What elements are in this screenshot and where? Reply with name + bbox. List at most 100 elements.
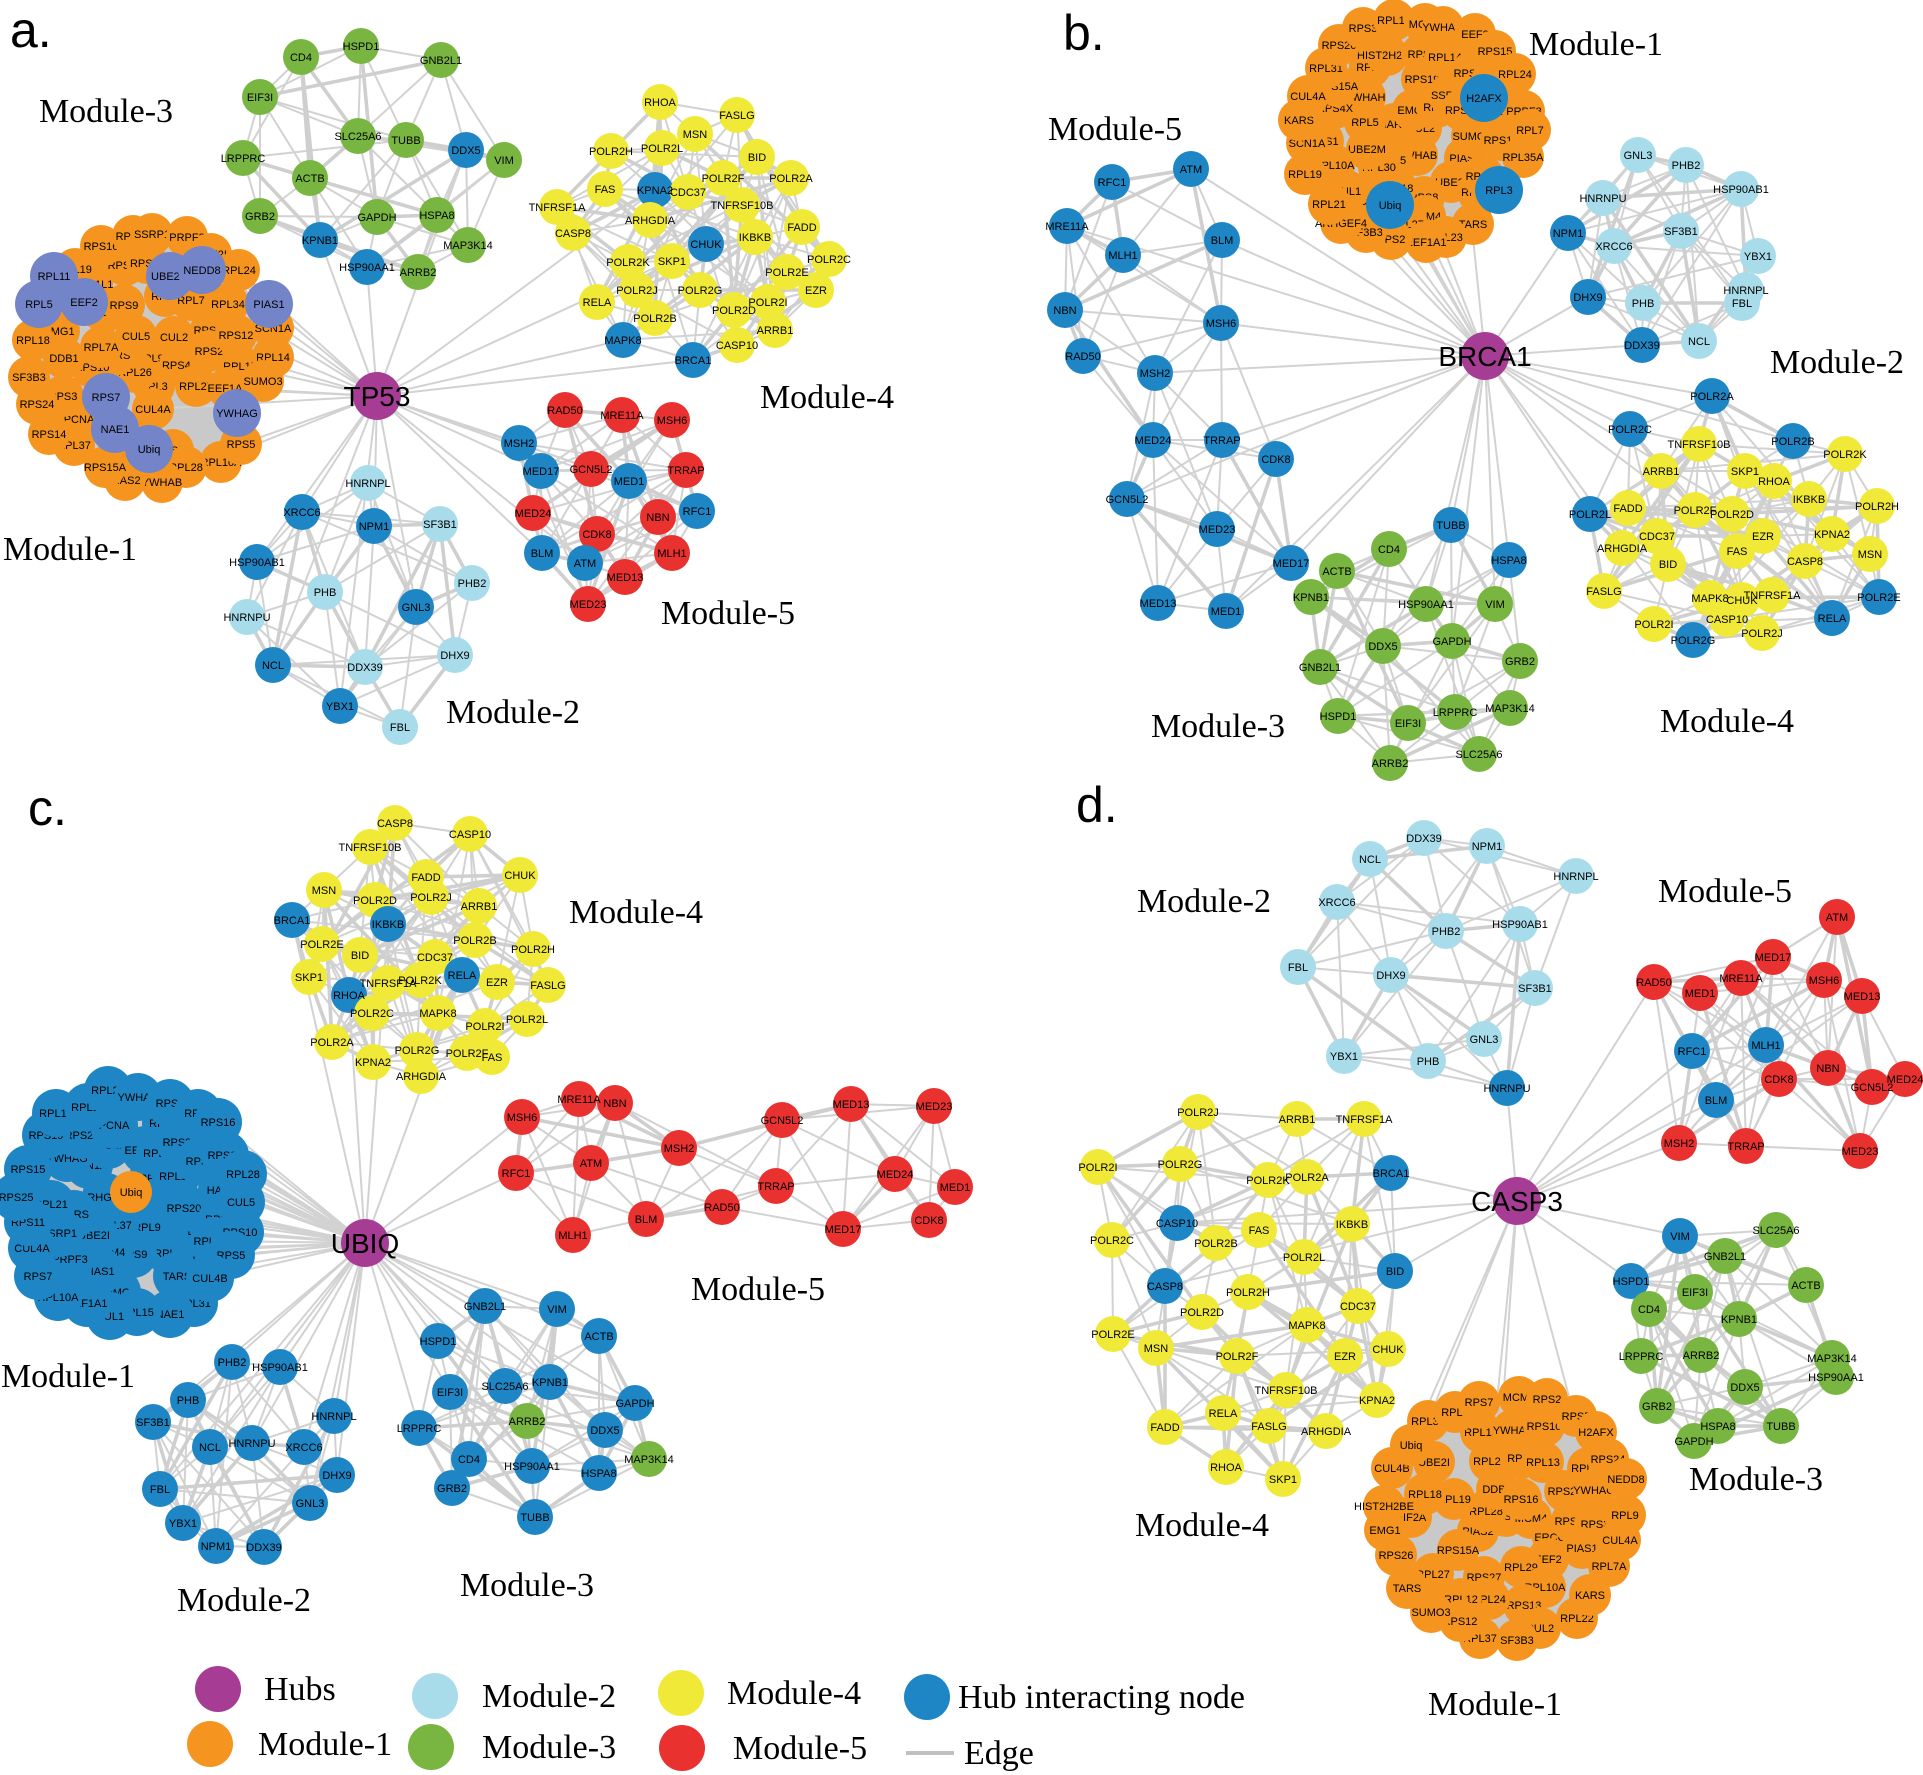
svg-text:FADD: FADD: [1150, 1422, 1179, 1434]
svg-text:HSPA8: HSPA8: [1700, 1421, 1735, 1433]
svg-text:Hub interacting node: Hub interacting node: [958, 1679, 1245, 1716]
svg-text:RPL24: RPL24: [222, 265, 256, 277]
svg-text:BLM: BLM: [531, 548, 554, 560]
svg-text:MAPK8: MAPK8: [1288, 1320, 1325, 1332]
svg-text:Hubs: Hubs: [264, 1671, 336, 1708]
svg-text:TUBB: TUBB: [391, 135, 420, 147]
svg-text:TARS: TARS: [163, 1271, 192, 1283]
svg-text:YWHAB: YWHAB: [1493, 1425, 1533, 1437]
svg-text:RPL19: RPL19: [1288, 169, 1322, 181]
svg-text:KPNB1: KPNB1: [1293, 592, 1329, 604]
svg-text:DHX9: DHX9: [322, 1470, 351, 1482]
svg-text:TP53: TP53: [344, 381, 411, 412]
svg-text:MRE11A: MRE11A: [600, 410, 644, 422]
svg-text:MED1: MED1: [1211, 606, 1242, 618]
svg-text:POLR2G: POLR2G: [1671, 635, 1716, 647]
svg-text:MSN: MSN: [1144, 1343, 1169, 1355]
svg-text:POLR2J: POLR2J: [616, 285, 658, 297]
svg-text:DHX9: DHX9: [1376, 970, 1405, 982]
svg-text:RELA: RELA: [583, 297, 612, 309]
svg-text:MED13: MED13: [1140, 598, 1177, 610]
svg-text:RPS3: RPS3: [1349, 23, 1378, 35]
svg-text:HSP90AA1: HSP90AA1: [504, 1461, 560, 1473]
svg-text:POLR2I: POLR2I: [465, 1021, 504, 1033]
svg-text:FASLG: FASLG: [1586, 586, 1621, 598]
svg-text:UBE2I: UBE2I: [1418, 1457, 1450, 1469]
svg-text:RPL31: RPL31: [1309, 63, 1343, 75]
svg-text:CDK8: CDK8: [1764, 1074, 1793, 1086]
svg-text:MAPK8: MAPK8: [1691, 593, 1728, 605]
svg-text:NCL: NCL: [199, 1442, 221, 1454]
svg-text:ATM: ATM: [580, 1158, 602, 1170]
svg-text:SF3B3: SF3B3: [1500, 1635, 1534, 1647]
svg-text:TARS: TARS: [1393, 1583, 1422, 1595]
svg-text:SF3B1: SF3B1: [1664, 226, 1698, 238]
svg-text:TNFRSF10B: TNFRSF10B: [339, 842, 402, 854]
svg-text:Module-3: Module-3: [39, 93, 173, 130]
svg-text:RPL13: RPL13: [1526, 1457, 1560, 1469]
svg-text:SF3B1: SF3B1: [423, 519, 457, 531]
svg-text:CASP10: CASP10: [1156, 1218, 1198, 1230]
svg-text:GRB2: GRB2: [245, 211, 275, 223]
svg-text:CDC37: CDC37: [670, 187, 706, 199]
svg-text:POLR2B: POLR2B: [633, 313, 676, 325]
svg-text:Module-2: Module-2: [1137, 883, 1271, 920]
svg-text:RPL28: RPL28: [226, 1169, 260, 1181]
svg-text:POLR2C: POLR2C: [807, 254, 851, 266]
svg-text:MRE11A: MRE11A: [1045, 221, 1089, 233]
svg-text:POLR2F: POLR2F: [702, 173, 745, 185]
svg-text:POLR2F: POLR2F: [1674, 505, 1717, 517]
svg-text:XRCC6: XRCC6: [283, 507, 320, 519]
svg-text:ARRB2: ARRB2: [400, 267, 437, 279]
svg-text:POLR2G: POLR2G: [395, 1045, 440, 1057]
svg-text:BLM: BLM: [635, 1214, 658, 1226]
svg-text:c.: c.: [28, 780, 67, 836]
svg-text:POLR2A: POLR2A: [1690, 391, 1734, 403]
svg-text:RPL35A: RPL35A: [1503, 152, 1545, 164]
svg-text:ARHGDIA: ARHGDIA: [625, 215, 676, 227]
svg-text:DDB1: DDB1: [49, 353, 78, 365]
svg-text:NCL: NCL: [1359, 854, 1381, 866]
svg-text:FASLG: FASLG: [1251, 1421, 1286, 1433]
svg-text:ACTB: ACTB: [1791, 1280, 1820, 1292]
svg-text:POLR2H: POLR2H: [1855, 501, 1899, 513]
svg-text:CUL4A: CUL4A: [14, 1243, 50, 1255]
svg-text:POLR2E: POLR2E: [765, 267, 808, 279]
svg-text:POLR2H: POLR2H: [589, 146, 633, 158]
svg-text:MED24: MED24: [1135, 435, 1172, 447]
svg-text:XRCC6: XRCC6: [285, 1442, 322, 1454]
svg-text:d.: d.: [1076, 777, 1118, 833]
svg-text:Module-1: Module-1: [1529, 26, 1663, 63]
svg-text:RPS7: RPS7: [24, 1271, 53, 1283]
svg-text:Ubiq: Ubiq: [120, 1187, 143, 1199]
svg-text:EIF3I: EIF3I: [1395, 718, 1421, 730]
svg-text:POLR2K: POLR2K: [1246, 1175, 1290, 1187]
svg-text:BRCA1: BRCA1: [274, 915, 311, 927]
svg-text:ATM: ATM: [1180, 164, 1202, 176]
svg-text:SLC25A6: SLC25A6: [334, 131, 381, 143]
svg-text:GCN5L2: GCN5L2: [761, 1115, 804, 1127]
svg-text:GAPDH: GAPDH: [1432, 636, 1471, 648]
svg-text:BID: BID: [748, 152, 766, 164]
svg-text:DDX39: DDX39: [246, 1542, 281, 1554]
svg-text:Ubiq: Ubiq: [138, 444, 161, 456]
svg-text:IKBKB: IKBKB: [1336, 1219, 1368, 1231]
svg-text:CDC37: CDC37: [1639, 531, 1675, 543]
svg-text:GRB2: GRB2: [1642, 1401, 1672, 1413]
svg-text:MSN: MSN: [312, 885, 337, 897]
svg-text:MSH2: MSH2: [504, 438, 535, 450]
svg-text:NBN: NBN: [603, 1098, 626, 1110]
svg-text:PIAS1: PIAS1: [253, 299, 284, 311]
svg-text:POLR2L: POLR2L: [1569, 509, 1611, 521]
svg-text:SLC25A6: SLC25A6: [481, 1381, 528, 1393]
svg-text:TRRAP: TRRAP: [1203, 435, 1240, 447]
svg-text:POLR2C: POLR2C: [1090, 1235, 1134, 1247]
svg-text:Module-2: Module-2: [1770, 344, 1904, 381]
svg-text:RPS16: RPS16: [201, 1117, 236, 1129]
svg-text:SKP1: SKP1: [295, 972, 323, 984]
svg-text:RPL5: RPL5: [25, 299, 53, 311]
svg-text:MED1: MED1: [614, 476, 645, 488]
svg-text:BLM: BLM: [1211, 235, 1234, 247]
svg-text:Module-4: Module-4: [727, 1675, 861, 1712]
svg-text:MSH6: MSH6: [507, 1112, 538, 1124]
